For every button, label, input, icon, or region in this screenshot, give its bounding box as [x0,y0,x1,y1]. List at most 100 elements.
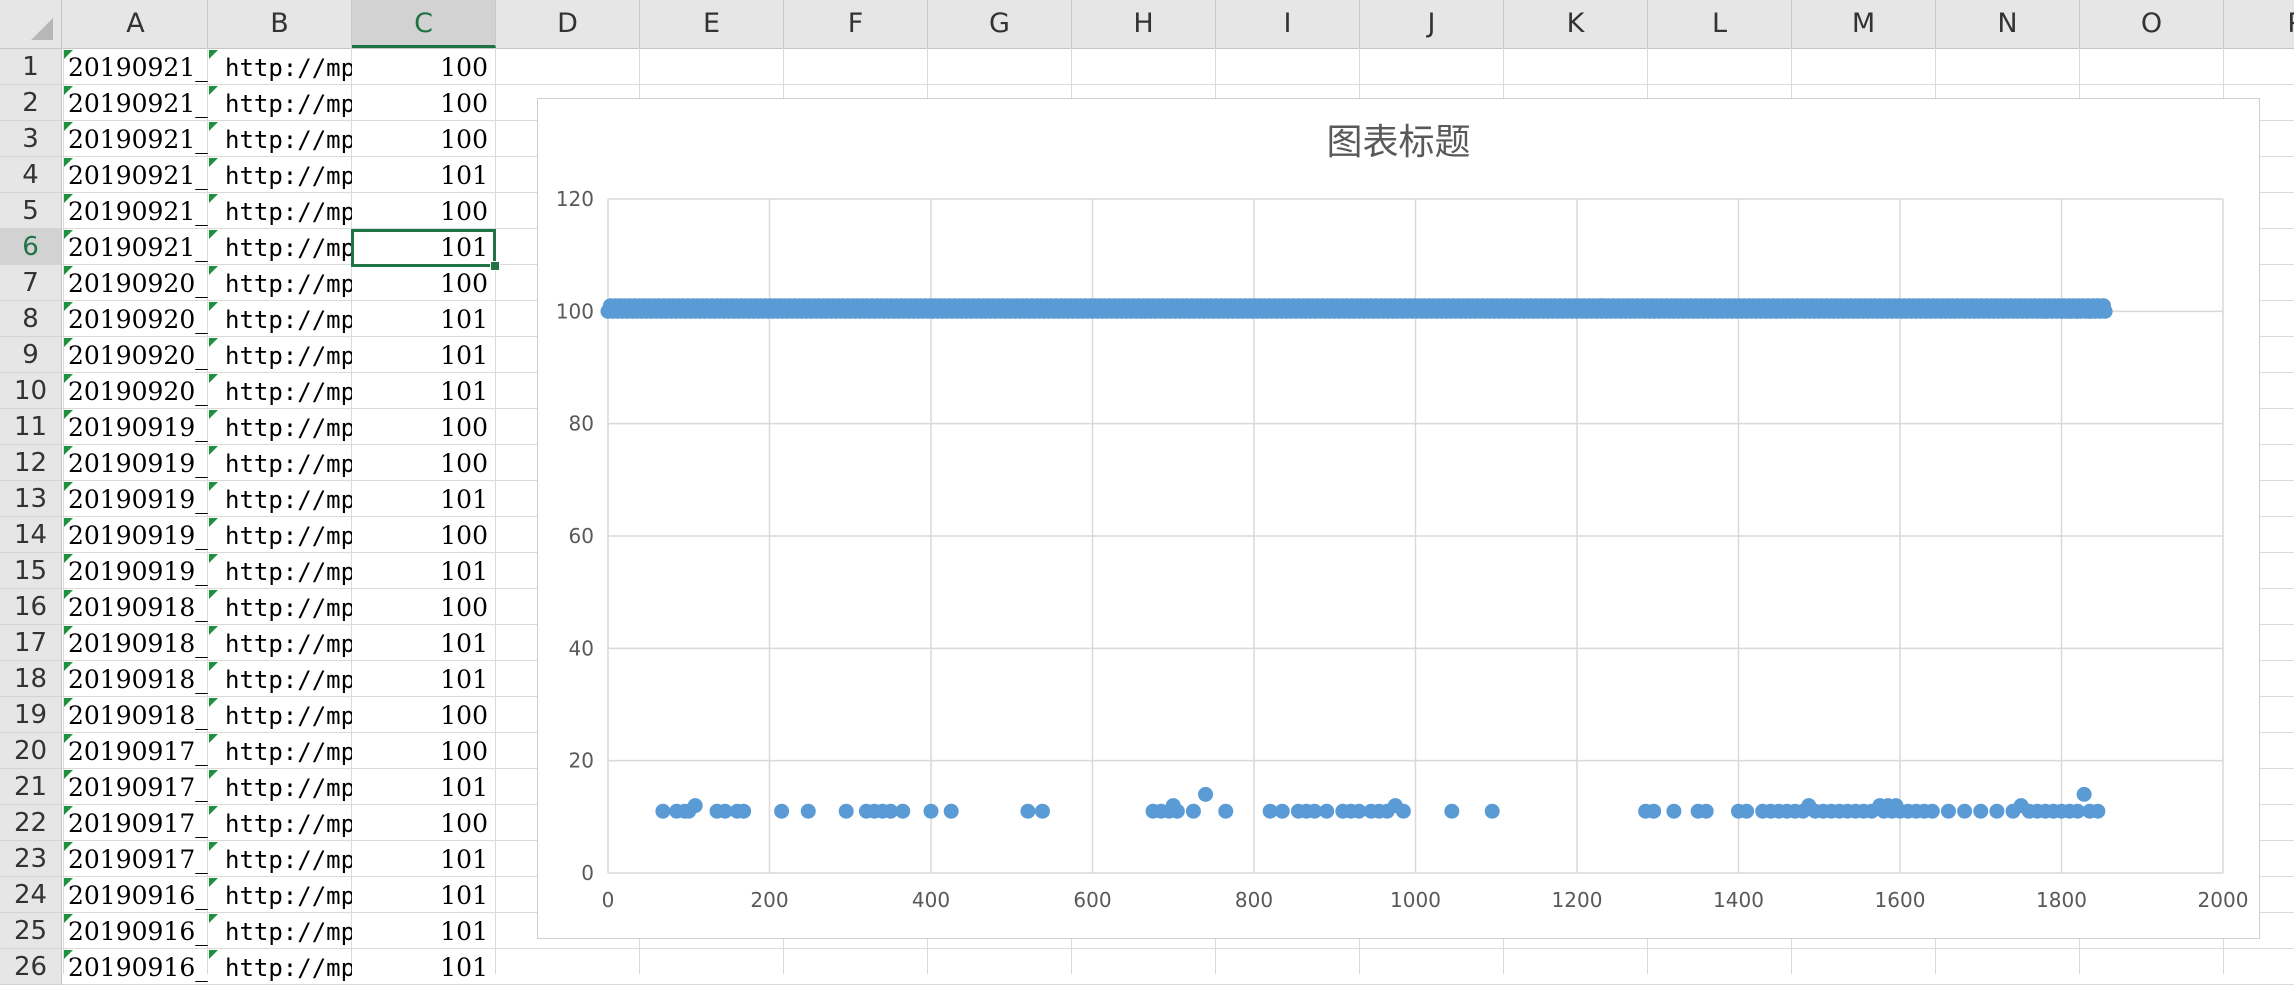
cell-c-1[interactable]: 100 [440,53,488,82]
cell-a-17[interactable]: 20190918_ [68,629,208,658]
cell-b-22[interactable]: http://mp [225,810,352,838]
cell-a-26[interactable]: 20190916_ [68,953,208,982]
row-header[interactable]: 6 [0,229,62,265]
column-header-e[interactable]: E [640,0,784,48]
cell-c-20[interactable]: 100 [440,737,488,766]
column-header-d[interactable]: D [496,0,640,48]
cell-b-11[interactable]: http://mp [225,414,352,442]
column-header-h[interactable]: H [1072,0,1216,48]
cell-c-10[interactable]: 101 [440,377,488,406]
cell-a-12[interactable]: 20190919_ [68,449,208,478]
cell-c-25[interactable]: 101 [440,917,488,946]
cell-b-3[interactable]: http://mp [225,126,352,154]
cell-c-9[interactable]: 101 [440,341,488,370]
column-header-a[interactable]: A [64,0,208,48]
cell-b-4[interactable]: http://mp [225,162,352,190]
row-header[interactable]: 17 [0,625,62,661]
cell-c-24[interactable]: 101 [440,881,488,910]
row-header[interactable]: 10 [0,373,62,409]
cell-b-21[interactable]: http://mp [225,774,352,802]
cell-b-6[interactable]: http://mp [225,234,352,262]
row-header[interactable]: 4 [0,157,62,193]
row-header[interactable]: 25 [0,913,62,949]
cell-b-1[interactable]: http://mp [225,54,352,82]
cell-c-21[interactable]: 101 [440,773,488,802]
row-header[interactable]: 7 [0,265,62,301]
row-header[interactable]: 21 [0,769,62,805]
column-header-i[interactable]: I [1216,0,1360,48]
row-header[interactable]: 19 [0,697,62,733]
cell-b-15[interactable]: http://mp [225,558,352,586]
cell-c-26[interactable]: 101 [440,953,488,982]
cell-b-17[interactable]: http://mp [225,630,352,658]
cell-a-11[interactable]: 20190919_ [68,413,208,442]
cell-b-18[interactable]: http://mp [225,666,352,694]
cell-b-25[interactable]: http://mp [225,918,352,946]
row-header[interactable]: 12 [0,445,62,481]
cell-c-19[interactable]: 100 [440,701,488,730]
cell-a-15[interactable]: 20190919_ [68,557,208,586]
row-header[interactable]: 3 [0,121,62,157]
cell-a-21[interactable]: 20190917_ [68,773,208,802]
cell-a-24[interactable]: 20190916_ [68,881,208,910]
cell-b-19[interactable]: http://mp [225,702,352,730]
cell-c-16[interactable]: 100 [440,593,488,622]
cell-c-14[interactable]: 100 [440,521,488,550]
cell-b-9[interactable]: http://mp [225,342,352,370]
row-header[interactable]: 1 [0,49,62,85]
cell-a-19[interactable]: 20190918_ [68,701,208,730]
cell-c-12[interactable]: 100 [440,449,488,478]
cell-a-6[interactable]: 20190921_ [68,233,208,262]
column-header-c[interactable]: C [352,0,496,48]
column-header-g[interactable]: G [928,0,1072,48]
cell-a-22[interactable]: 20190917_ [68,809,208,838]
cell-b-16[interactable]: http://mp [225,594,352,622]
row-header[interactable]: 5 [0,193,62,229]
row-header[interactable]: 20 [0,733,62,769]
cell-a-18[interactable]: 20190918_ [68,665,208,694]
cell-c-18[interactable]: 101 [440,665,488,694]
cell-a-7[interactable]: 20190920_ [68,269,208,298]
row-header[interactable]: 14 [0,517,62,553]
cell-c-7[interactable]: 100 [440,269,488,298]
select-all-button[interactable] [0,0,62,48]
cell-b-10[interactable]: http://mp [225,378,352,406]
scatter-chart[interactable]: 图表标题 0 20 40 60 80 100 120 0 200 400 600 800 1000 120… [537,98,2260,939]
fill-handle[interactable] [490,261,500,271]
cell-a-1[interactable]: 20190921_ [68,53,208,82]
cell-b-23[interactable]: http://mp [225,846,352,874]
cell-a-25[interactable]: 20190916_ [68,917,208,946]
column-header-m[interactable]: M [1792,0,1936,48]
cell-c-15[interactable]: 101 [440,557,488,586]
cell-b-7[interactable]: http://mp [225,270,352,298]
row-header[interactable]: 24 [0,877,62,913]
cell-c-4[interactable]: 101 [440,161,488,190]
cell-a-2[interactable]: 20190921_ [68,89,208,118]
cell-b-5[interactable]: http://mp [225,198,352,226]
cell-a-9[interactable]: 20190920_ [68,341,208,370]
column-header-l[interactable]: L [1648,0,1792,48]
cell-b-13[interactable]: http://mp [225,486,352,514]
column-header-b[interactable]: B [208,0,352,48]
chart-title[interactable]: 图表标题 [1326,122,1471,163]
cell-b-24[interactable]: http://mp [225,882,352,910]
cell-c-3[interactable]: 100 [440,125,488,154]
cell-a-3[interactable]: 20190921_ [68,125,208,154]
cell-a-14[interactable]: 20190919_ [68,521,208,550]
column-header-j[interactable]: J [1360,0,1504,48]
row-header[interactable]: 13 [0,481,62,517]
column-header-p[interactable]: P [2224,0,2294,48]
cell-a-10[interactable]: 20190920_ [68,377,208,406]
row-header[interactable]: 22 [0,805,62,841]
cell-b-14[interactable]: http://mp [225,522,352,550]
cell-c-11[interactable]: 100 [440,413,488,442]
row-header[interactable]: 15 [0,553,62,589]
cell-c-17[interactable]: 101 [440,629,488,658]
row-header[interactable]: 16 [0,589,62,625]
cell-c-8[interactable]: 101 [440,305,488,334]
cell-c-22[interactable]: 100 [440,809,488,838]
cell-c-13[interactable]: 101 [440,485,488,514]
column-header-n[interactable]: N [1936,0,2080,48]
cell-c-5[interactable]: 100 [440,197,488,226]
cell-b-12[interactable]: http://mp [225,450,352,478]
